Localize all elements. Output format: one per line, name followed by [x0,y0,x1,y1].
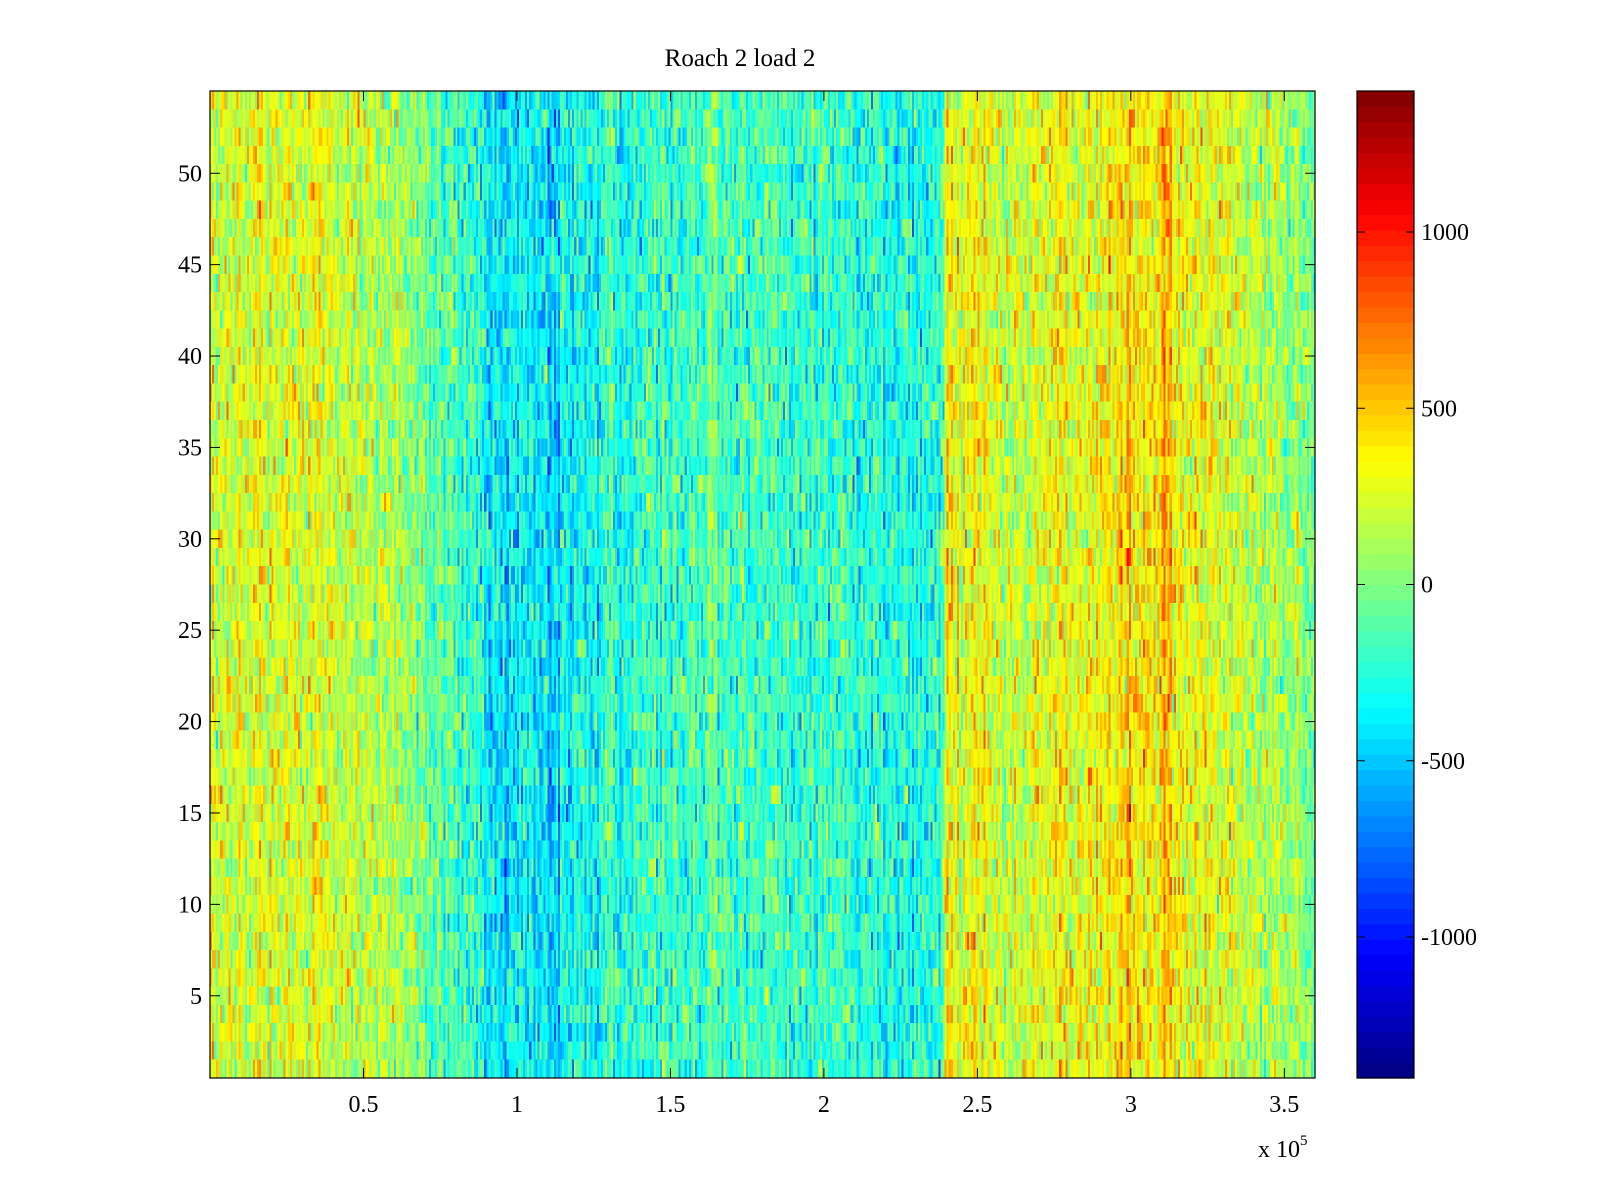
y-tick-label: 50 [178,161,202,187]
x-axis-multiplier: x 105 [1258,1133,1308,1163]
colorbar-swatch [1357,754,1414,771]
colorbar-tick-label: 1000 [1421,220,1469,246]
y-tick-label: 25 [178,618,202,644]
colorbar-swatch [1357,430,1414,447]
x-tick-label: 2 [818,1092,830,1118]
y-tick-label: 45 [178,253,202,279]
colorbar [1357,91,1414,1079]
colorbar-swatch [1357,569,1414,586]
colorbar-swatch [1357,368,1414,385]
chart-title: Roach 2 load 2 [665,45,816,72]
colorbar-ticks: -1000 -500 0 500 1000 [1357,220,1477,951]
colorbar-swatch [1357,491,1414,508]
colorbar-swatch [1357,445,1414,462]
colorbar-swatch [1357,214,1414,231]
heatmap-plot-area [210,91,1315,1078]
colorbar-swatch [1357,615,1414,632]
x-tick-label: 1 [511,1092,523,1118]
plot-frame [209,90,1316,1079]
colorbar-swatch [1357,692,1414,709]
colorbar-swatch [1357,461,1414,478]
colorbar-swatch [1357,183,1414,200]
colorbar-swatch [1357,954,1414,971]
x-axis-ticks: 0.5 1 1.5 2 2.5 3 3.5 [348,91,1299,1118]
colorbar-swatch [1357,106,1414,123]
colorbar-swatch [1357,970,1414,987]
colorbar-swatch [1357,1047,1414,1064]
colorbar-swatch [1357,815,1414,832]
colorbar-swatch [1357,137,1414,154]
colorbar-swatch [1357,1000,1414,1017]
colorbar-swatch [1357,306,1414,323]
colorbar-swatch [1357,245,1414,262]
colorbar-swatch [1357,939,1414,956]
colorbar-swatch [1357,1031,1414,1048]
y-axis-ticks: 5 10 15 20 25 30 35 40 45 50 [178,161,1315,1010]
x-tick-label: 0.5 [348,1092,378,1118]
colorbar-swatch [1357,168,1414,185]
y-tick-label: 20 [178,710,202,736]
colorbar-swatch [1357,784,1414,802]
colorbar-swatch [1357,877,1414,894]
colorbar-swatch [1357,322,1414,339]
colorbar-swatch [1357,291,1414,308]
colorbar-swatch [1357,661,1414,678]
x-tick-label: 1.5 [655,1092,685,1118]
colorbar-swatch [1357,584,1414,601]
y-tick-label: 5 [190,984,202,1010]
colorbar-swatch [1357,121,1414,138]
colorbar-tick-label: 0 [1421,573,1433,599]
y-tick-label: 40 [178,344,202,370]
colorbar-swatch [1357,723,1414,740]
colorbar-swatch [1357,769,1414,786]
x-tick-label: 3.5 [1269,1092,1299,1118]
colorbar-swatch [1357,353,1414,370]
colorbar-swatch [1357,1062,1414,1079]
colorbar-swatch [1357,384,1414,401]
colorbar-swatch [1357,399,1414,416]
colorbar-swatch [1357,677,1414,694]
colorbar-swatch [1357,738,1414,755]
colorbar-swatch [1357,260,1414,277]
colorbar-swatch [1357,923,1414,940]
colorbar-tick-label: -1000 [1421,925,1477,951]
colorbar-swatch [1357,800,1414,817]
colorbar-swatch [1357,91,1414,108]
colorbar-swatch [1357,1016,1414,1033]
colorbar-tick-label: 500 [1421,396,1457,422]
x-tick-label: 2.5 [962,1092,992,1118]
colorbar-swatch [1357,522,1414,539]
colorbar-swatch [1357,538,1414,555]
y-tick-label: 10 [178,892,202,918]
colorbar-swatch [1357,152,1414,169]
colorbar-swatch [1357,707,1414,724]
colorbar-swatch [1357,831,1414,848]
colorbar-swatch [1357,985,1414,1002]
colorbar-swatch [1357,276,1414,293]
colorbar-swatch [1357,862,1414,879]
colorbar-swatch [1357,198,1414,215]
colorbar-swatch [1357,846,1414,863]
colorbar-swatch [1357,507,1414,524]
colorbar-swatch [1357,553,1414,570]
colorbar-swatch [1357,229,1414,246]
y-tick-label: 15 [178,801,202,827]
colorbar-swatch [1357,892,1414,909]
heatmap-cells [210,91,1315,1078]
colorbar-swatch [1357,599,1414,616]
y-tick-label: 35 [178,435,202,461]
colorbar-swatch [1357,630,1414,647]
colorbar-tick-label: -500 [1421,749,1465,775]
colorbar-swatch [1357,414,1414,431]
colorbar-swatch [1357,646,1414,663]
colorbar-swatch [1357,908,1414,925]
y-tick-label: 30 [178,527,202,553]
colorbar-swatch [1357,476,1414,493]
colorbar-swatch [1357,337,1414,354]
x-tick-label: 3 [1125,1092,1137,1118]
